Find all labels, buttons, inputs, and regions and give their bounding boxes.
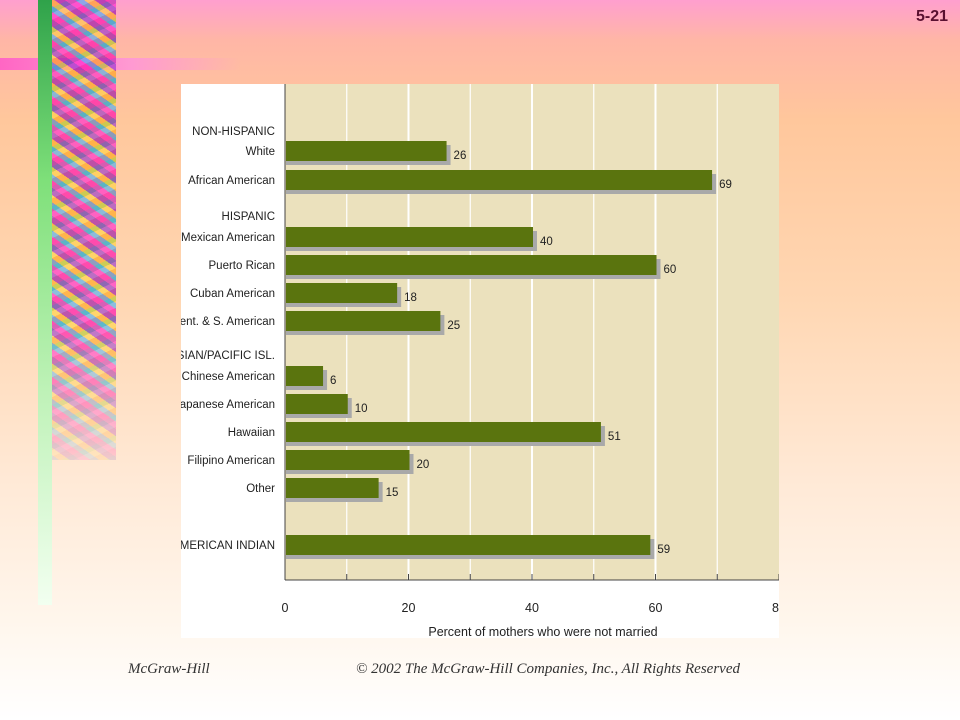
category-label: African American <box>188 175 275 187</box>
bar <box>286 450 410 470</box>
group-header: HISPANIC <box>222 211 275 223</box>
bar <box>286 283 398 303</box>
category-labels: NON-HISPANIC HISPANIC ASIAN/PACIFIC ISL. Wh… <box>181 126 275 552</box>
top-accent-line <box>0 58 240 70</box>
data-label: 51 <box>608 431 621 443</box>
data-label: 59 <box>657 544 670 556</box>
data-label: 40 <box>540 236 553 248</box>
x-tick-label: 80 <box>772 601 779 615</box>
category-label: White <box>246 146 275 158</box>
data-label: 15 <box>386 487 399 499</box>
category-label: Japanese American <box>181 399 275 411</box>
category-label: Filipino American <box>187 455 275 467</box>
x-tick-label: 60 <box>649 601 663 615</box>
category-label: Hawaiian <box>228 427 275 439</box>
data-label: 6 <box>330 375 336 387</box>
x-axis-title: Percent of mothers who were not married <box>428 625 657 638</box>
bar <box>286 478 379 498</box>
group-header: ASIAN/PACIFIC ISL. <box>181 350 275 362</box>
footer-copyright: © 2002 The McGraw-Hill Companies, Inc., … <box>356 661 740 677</box>
footer-publisher: McGraw-Hill <box>128 661 210 677</box>
x-tick-label: 40 <box>525 601 539 615</box>
category-label: Cent. & S. American <box>181 316 275 328</box>
bar <box>286 366 324 386</box>
data-label: 18 <box>404 292 417 304</box>
bar <box>286 170 713 190</box>
data-label: 69 <box>719 179 732 191</box>
bar <box>286 227 533 247</box>
data-label: 20 <box>417 459 430 471</box>
bar <box>286 422 601 442</box>
bar <box>286 141 447 161</box>
bar-chart: 26 69 40 60 18 25 6 10 51 20 15 59 NON-HISPANIC HISP… <box>181 84 779 638</box>
category-label: Cuban American <box>190 288 275 300</box>
decorative-green-bar <box>38 0 52 605</box>
gridlines <box>346 84 718 580</box>
bars: 26 69 40 60 18 25 6 10 51 20 15 59 <box>286 141 732 559</box>
x-axis-ticks: 0 20 40 60 80 <box>282 574 779 615</box>
bar <box>286 535 651 555</box>
category-label: Mexican American <box>181 232 275 244</box>
bar <box>286 311 441 331</box>
x-tick-label: 20 <box>402 601 416 615</box>
slide-number: 5-21 <box>915 8 948 25</box>
bar <box>286 394 348 414</box>
category-label: Other <box>246 483 275 495</box>
category-label: AMERICAN INDIAN <box>181 540 275 552</box>
group-header: NON-HISPANIC <box>192 126 275 138</box>
x-tick-label: 0 <box>282 601 289 615</box>
data-label: 60 <box>664 264 677 276</box>
category-label: Puerto Rican <box>209 260 275 272</box>
category-label: Chinese American <box>182 371 275 383</box>
chart-panel: 26 69 40 60 18 25 6 10 51 20 15 59 NON-HISPANIC HISP… <box>181 84 779 638</box>
bar <box>286 255 657 275</box>
data-label: 25 <box>447 320 460 332</box>
data-label: 26 <box>454 150 467 162</box>
decorative-pattern-strip <box>40 0 116 460</box>
data-label: 10 <box>355 403 368 415</box>
